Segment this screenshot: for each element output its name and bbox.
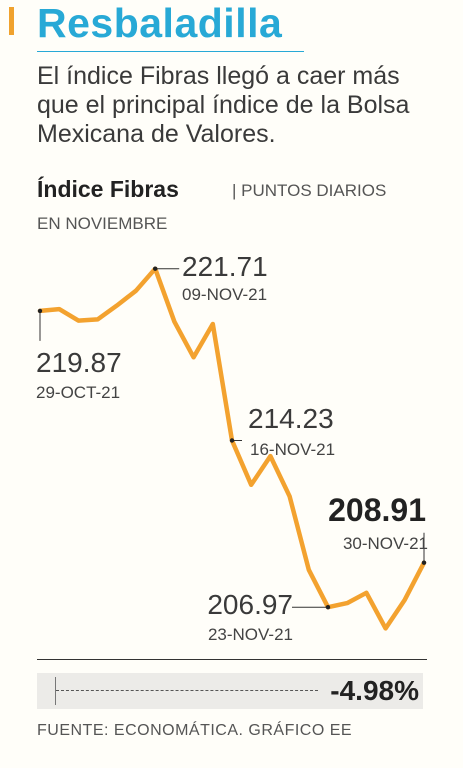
data-label-date: 16-NOV-21 [250, 440, 335, 459]
source-credit: FUENTE: ECONOMÁTICA. GRÁFICO EE [37, 722, 353, 739]
data-point-marker [153, 266, 158, 271]
data-point-marker [229, 438, 235, 443]
page-title: Resbaladilla [37, 0, 283, 46]
change-value: -4.98% [330, 675, 419, 706]
chart-units-continued: EN NOVIEMBRE [37, 214, 168, 233]
data-point-marker [37, 308, 43, 314]
data-label-date: 30-NOV-21 [343, 534, 428, 553]
change-bar-start-tick [55, 677, 56, 705]
data-label-value: 221.71 [182, 251, 268, 282]
chart-units: | PUNTOS DIARIOS [232, 181, 387, 200]
data-label-value: 206.97 [207, 589, 293, 620]
data-point-marker [421, 560, 427, 565]
data-point-marker [325, 605, 331, 610]
series-line [37, 266, 427, 631]
accent-bar [9, 7, 14, 35]
data-label-date: 29-OCT-21 [36, 383, 120, 402]
bottom-divider [37, 659, 427, 660]
data-label-value: 219.87 [36, 347, 122, 378]
data-label-date: 23-NOV-21 [208, 625, 293, 644]
chart-title: Índice Fibras [37, 176, 179, 202]
data-label-date: 09-NOV-21 [182, 285, 267, 304]
change-bar-dashed-line [56, 690, 318, 691]
title-underline [37, 51, 304, 52]
subtitle: El índice Fibras llegó a caer más que el… [37, 62, 410, 148]
data-label-value: 214.23 [248, 403, 334, 434]
change-bar [37, 673, 423, 709]
data-label-value: 208.91 [328, 492, 426, 528]
